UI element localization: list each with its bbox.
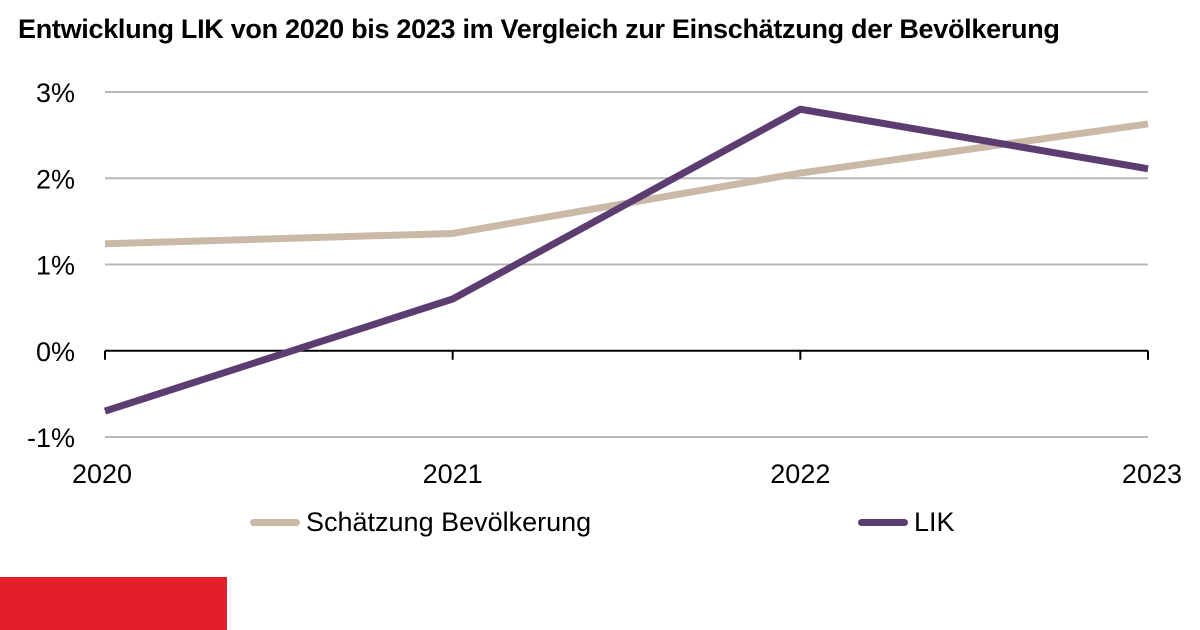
series-line-lik <box>103 105 1149 415</box>
y-tick-label: 3% <box>36 78 75 108</box>
legend-item-schaetzung: Schätzung Bevölkerung <box>250 507 591 538</box>
x-axis-tick-labels: 2020 2021 2022 2023 <box>72 459 1182 489</box>
y-tick-label: 2% <box>36 164 75 194</box>
x-axis <box>104 349 1149 360</box>
legend-label-lik: LIK <box>914 507 955 537</box>
legend-swatch-schaetzung <box>250 519 300 526</box>
chart-title: Entwicklung LIK von 2020 bis 2023 im Ver… <box>18 14 1060 44</box>
x-tick-label: 2023 <box>1122 459 1182 489</box>
brand-accent-bar <box>0 577 227 630</box>
legend-label-schaetzung: Schätzung Bevölkerung <box>306 507 592 537</box>
y-tick-label: 0% <box>36 337 75 367</box>
series-lines <box>103 105 1149 415</box>
x-tick-label: 2022 <box>770 459 830 489</box>
y-tick-label: 1% <box>36 251 75 281</box>
x-tick-label: 2020 <box>72 459 132 489</box>
legend-item-lik: LIK <box>858 507 955 538</box>
y-tick-label: -1% <box>27 423 75 453</box>
legend-swatch-lik <box>858 519 908 526</box>
gridlines <box>105 91 1148 438</box>
y-axis-ticks: 3% 2% 1% 0% -1% <box>27 78 75 453</box>
legend: Schätzung Bevölkerung LIK <box>0 507 1200 547</box>
x-tick-label: 2021 <box>423 459 483 489</box>
